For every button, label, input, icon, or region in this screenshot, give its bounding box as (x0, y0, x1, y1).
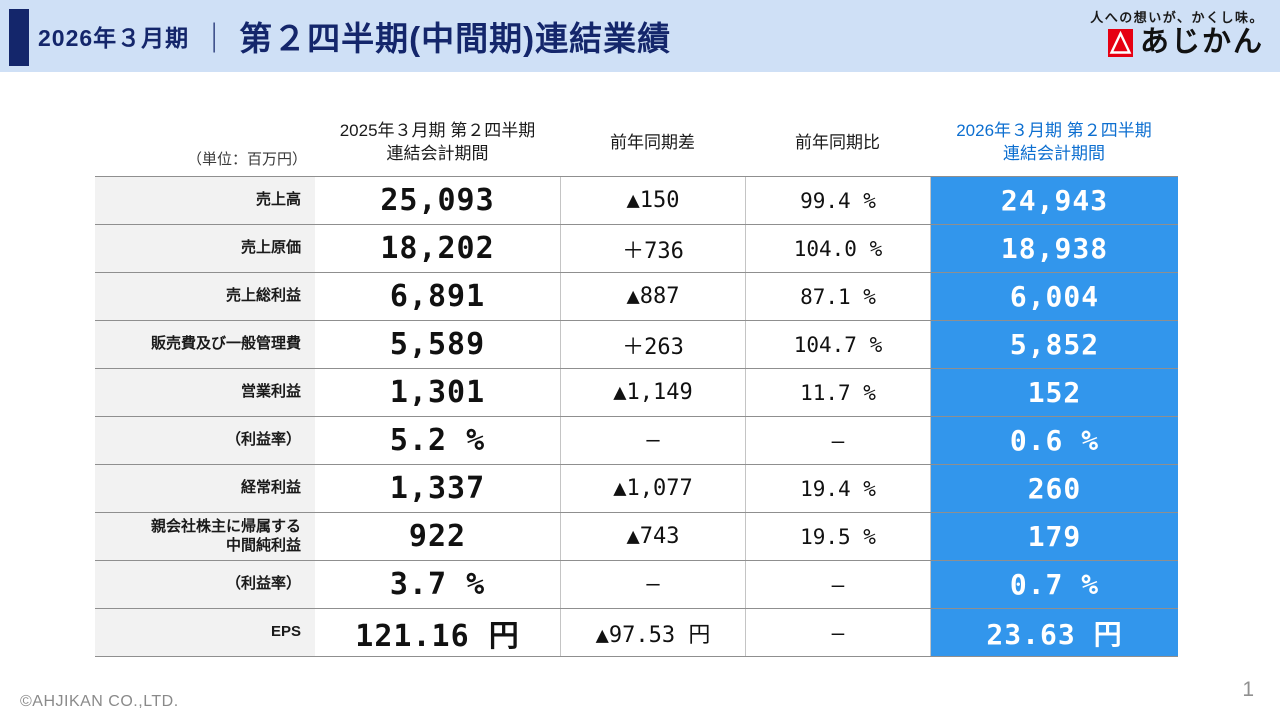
fy2025-value: 922 (408, 519, 467, 554)
table-header-row: （単位：百万円） 2025年３月期 第２四半期 連結会計期間 前年同期差 前年同… (95, 110, 1178, 176)
yoy-ratio-value: — (745, 609, 930, 656)
yoy-diff-value: ＋263 (560, 321, 745, 368)
yoy-ratio-value: — (745, 417, 930, 464)
table-row-sga-expenses: 販売費及び一般管理費 5,589 ＋263 104.7 % 5,852 (95, 321, 1178, 369)
company-logo: 人への想いが、かくし味。 あじかん (1090, 7, 1264, 57)
fy2025-value: 1,301 (389, 375, 486, 410)
fy2026-value: 0.6 % (930, 417, 1178, 464)
yoy-diff-value: ▲1,149 (560, 369, 745, 416)
column-header-fy2025-line1: 2025年３月期 第２四半期 (339, 121, 536, 141)
row-label: （利益率） (95, 561, 315, 608)
row-label: （利益率） (95, 417, 315, 464)
yoy-diff-value: ▲887 (560, 273, 745, 320)
row-label: 売上高 (95, 177, 315, 224)
column-header-fy2025: 2025年３月期 第２四半期 連結会計期間 (315, 110, 560, 176)
yoy-diff-value: — (560, 417, 745, 464)
logo-text: あじかん (1139, 26, 1264, 58)
fy2026-value: 0.7 % (930, 561, 1178, 608)
row-label: 営業利益 (95, 369, 315, 416)
fy2026-value: 5,852 (930, 321, 1178, 368)
ahjikan-triangle-logo-icon (1107, 28, 1133, 57)
column-header-fy2026: 2026年３月期 第２四半期 連結会計期間 (930, 110, 1178, 176)
title-separator: ｜ (199, 23, 230, 56)
row-label: EPS (95, 609, 315, 656)
yoy-ratio-value: — (745, 561, 930, 608)
title-fiscal-year: 2026年３月期 (38, 25, 190, 51)
fy2025-value: 25,093 (380, 183, 495, 218)
row-label: 経常利益 (95, 465, 315, 512)
column-header-yoy-diff: 前年同期差 (610, 132, 695, 152)
yoy-diff-value: ▲150 (560, 177, 745, 224)
table-row-operating-profit: 営業利益 1,301 ▲1,149 11.7 % 152 (95, 369, 1178, 417)
slide-header: 2026年３月期 ｜ 第２四半期(中間期)連結業績 人への想いが、かくし味。 あ… (0, 0, 1280, 72)
copyright-text: ©AHJIKAN CO.,LTD. (20, 693, 179, 710)
column-header-fy2026-line1: 2026年３月期 第２四半期 (956, 121, 1152, 141)
yoy-diff-value: ▲1,077 (560, 465, 745, 512)
fy2025-value: 121.16 円 (355, 618, 520, 654)
column-header-fy2026-line2: 連結会計期間 (1003, 144, 1105, 163)
logo-tagline: 人への想いが、かくし味。 (1090, 10, 1264, 25)
column-header-yoy-ratio: 前年同期比 (795, 132, 880, 152)
fy2026-value: 18,938 (930, 225, 1178, 272)
fy2025-value: 5,589 (389, 327, 486, 362)
yoy-ratio-value: 87.1 % (745, 273, 930, 320)
unit-label: （単位：百万円） (186, 150, 307, 168)
fy2026-value: 179 (930, 513, 1178, 560)
yoy-ratio-value: 99.4 % (745, 177, 930, 224)
table-row-interim-net-profit: 親会社株主に帰属する 中間純利益 922 ▲743 19.5 % 179 (95, 513, 1178, 561)
yoy-ratio-value: 11.7 % (745, 369, 930, 416)
table-body: 売上高 25,093 ▲150 99.4 % 24,943 売上原価 18,20… (95, 176, 1178, 657)
table-row-cost-of-sales: 売上原価 18,202 ＋736 104.0 % 18,938 (95, 225, 1178, 273)
fy2025-value: 3.7 % (389, 567, 486, 602)
yoy-ratio-value: 19.4 % (745, 465, 930, 512)
fy2026-value: 152 (930, 369, 1178, 416)
table-row-ordinary-profit: 経常利益 1,337 ▲1,077 19.4 % 260 (95, 465, 1178, 513)
table-row-net-sales: 売上高 25,093 ▲150 99.4 % 24,943 (95, 177, 1178, 225)
table-row-gross-profit: 売上総利益 6,891 ▲887 87.1 % 6,004 (95, 273, 1178, 321)
title-accent-bar (9, 9, 29, 66)
page-title-group: 2026年３月期 ｜ 第２四半期(中間期)連結業績 (38, 0, 671, 72)
fy2026-value: 260 (930, 465, 1178, 512)
page-title: 第２四半期(中間期)連結業績 (239, 20, 672, 57)
financial-results-table: （単位：百万円） 2025年３月期 第２四半期 連結会計期間 前年同期差 前年同… (95, 110, 1178, 657)
yoy-diff-value: ＋736 (560, 225, 745, 272)
fy2025-value: 6,891 (389, 279, 486, 314)
yoy-diff-value: ▲743 (560, 513, 745, 560)
table-row-net-margin: （利益率） 3.7 % — — 0.7 % (95, 561, 1178, 609)
page-number: 1 (1242, 678, 1254, 701)
yoy-ratio-value: 104.7 % (745, 321, 930, 368)
fy2026-value: 6,004 (930, 273, 1178, 320)
row-label: 売上原価 (95, 225, 315, 272)
row-label: 売上総利益 (95, 273, 315, 320)
yoy-diff-value: — (560, 561, 745, 608)
fy2026-value: 23.63 円 (930, 609, 1178, 656)
fy2026-value: 24,943 (930, 177, 1178, 224)
unit-label-cell: （単位：百万円） (95, 110, 315, 176)
fy2025-value: 18,202 (380, 231, 495, 266)
table-row-eps: EPS 121.16 円 ▲97.53 円 — 23.63 円 (95, 609, 1178, 657)
row-label: 親会社株主に帰属する 中間純利益 (95, 513, 315, 560)
table-row-operating-margin: （利益率） 5.2 % — — 0.6 % (95, 417, 1178, 465)
yoy-ratio-value: 104.0 % (745, 225, 930, 272)
yoy-ratio-value: 19.5 % (745, 513, 930, 560)
logo-row: あじかん (1107, 26, 1264, 58)
column-header-fy2025-line2: 連結会計期間 (386, 144, 489, 163)
yoy-diff-value: ▲97.53 円 (560, 609, 745, 656)
fy2025-value: 1,337 (389, 471, 486, 506)
row-label: 販売費及び一般管理費 (95, 321, 315, 368)
fy2025-value: 5.2 % (389, 423, 486, 458)
